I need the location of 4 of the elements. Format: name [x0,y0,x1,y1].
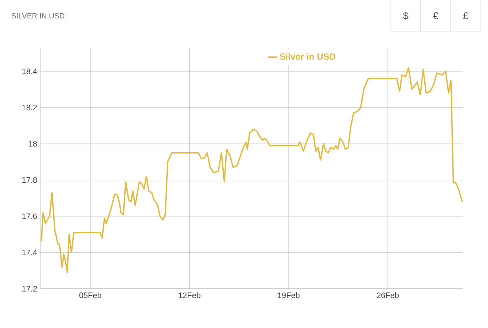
text: $ [403,12,409,20]
legend-label: Silver in USD [280,53,336,60]
text: € [433,12,439,20]
text: £ [464,12,469,20]
